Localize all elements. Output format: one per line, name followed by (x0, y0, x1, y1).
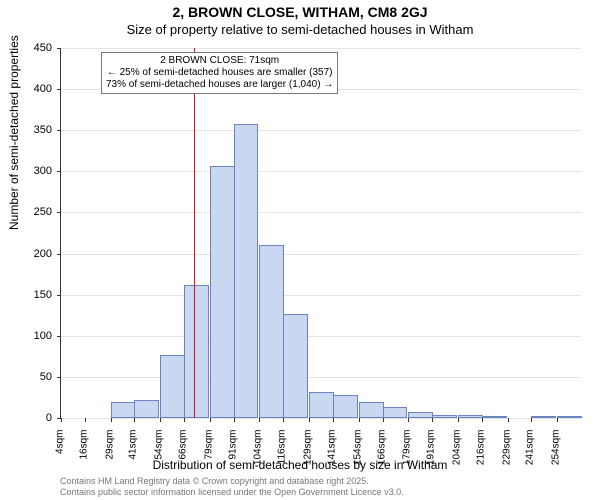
histogram-bar (309, 392, 334, 418)
histogram-bar (557, 416, 582, 418)
y-tick-label: 0 (22, 412, 52, 424)
gridline (61, 295, 581, 296)
gridline (61, 254, 581, 255)
chart-container: 2, BROWN CLOSE, WITHAM, CM8 2GJ Size of … (0, 0, 600, 500)
histogram-bar (210, 166, 235, 418)
annotation-line1: 2 BROWN CLOSE: 71sqm (106, 55, 333, 67)
y-tick-label: 400 (22, 83, 52, 95)
chart-title-address: 2, BROWN CLOSE, WITHAM, CM8 2GJ (0, 4, 600, 20)
y-tick-label: 450 (22, 42, 52, 54)
histogram-bar (234, 124, 259, 418)
histogram-bar (359, 402, 384, 418)
y-tick-label: 100 (22, 330, 52, 342)
y-tick-label: 50 (22, 371, 52, 383)
histogram-bar (458, 415, 483, 418)
gridline (61, 48, 581, 49)
y-tick-label: 150 (22, 289, 52, 301)
gridline (61, 377, 581, 378)
gridline (61, 130, 581, 131)
marker-line (194, 48, 195, 418)
footer-line2: Contains public sector information licen… (60, 487, 404, 498)
histogram-bar (408, 412, 433, 418)
annotation-line3: 73% of semi-detached houses are larger (… (106, 79, 333, 91)
histogram-bar (531, 416, 556, 418)
histogram-bar (259, 245, 284, 418)
y-tick-label: 250 (22, 206, 52, 218)
histogram-bar (482, 416, 507, 418)
histogram-bar (184, 285, 209, 418)
plot-area: 2 BROWN CLOSE: 71sqm ← 25% of semi-detac… (60, 48, 581, 419)
y-tick-label: 350 (22, 124, 52, 136)
histogram-bar (383, 407, 408, 419)
x-axis-label: Distribution of semi-detached houses by … (0, 458, 600, 472)
y-axis-label: Number of semi-detached properties (7, 35, 21, 230)
histogram-bar (134, 400, 159, 418)
y-tick-label: 300 (22, 165, 52, 177)
annotation-box: 2 BROWN CLOSE: 71sqm ← 25% of semi-detac… (101, 52, 338, 94)
gridline (61, 171, 581, 172)
footer-line1: Contains HM Land Registry data © Crown c… (60, 476, 404, 487)
gridline (61, 336, 581, 337)
gridline (61, 418, 581, 419)
y-tick-label: 200 (22, 248, 52, 260)
histogram-bar (283, 314, 308, 418)
gridline (61, 212, 581, 213)
annotation-line2: ← 25% of semi-detached houses are smalle… (106, 67, 333, 79)
histogram-bar (160, 355, 185, 418)
chart-title-desc: Size of property relative to semi-detach… (0, 22, 600, 37)
histogram-bar (111, 402, 136, 418)
footer-text: Contains HM Land Registry data © Crown c… (60, 476, 404, 498)
histogram-bar (333, 395, 358, 418)
histogram-bar (432, 415, 457, 418)
